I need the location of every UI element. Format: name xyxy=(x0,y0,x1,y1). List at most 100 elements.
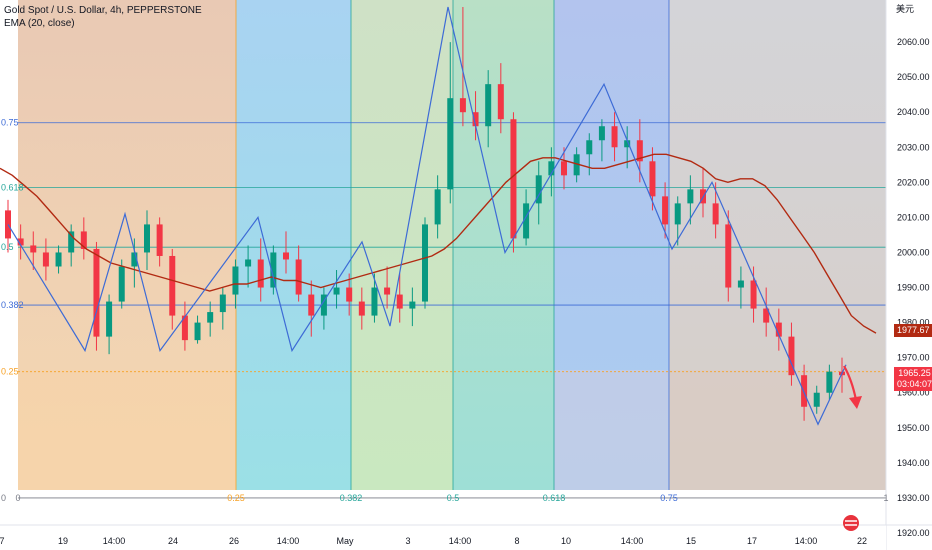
candle xyxy=(245,245,252,288)
time-axis-ticks: 7 19 14:00 24 26 14:00 May 3 14:00 8 10 14:00 15 17 14… xyxy=(0,536,867,546)
time-tick-label: 14:00 xyxy=(103,536,126,546)
candle xyxy=(447,42,454,204)
candle xyxy=(30,231,37,270)
candle xyxy=(17,224,24,260)
time-tick-label: 24 xyxy=(168,536,178,546)
price-tick-label: 1980.00 xyxy=(897,318,930,328)
candle xyxy=(257,238,264,302)
candle xyxy=(358,287,365,330)
zone-0.25-0.382 xyxy=(236,0,351,490)
candle xyxy=(333,270,340,309)
candle xyxy=(586,133,593,176)
price-tick-label: 1960.00 xyxy=(897,388,930,398)
candle xyxy=(106,294,113,355)
time-tick-label: 7 xyxy=(0,536,5,546)
fib-price-labels: 0.75 0.618 0.5 0.382 0.25 0 xyxy=(1,118,24,503)
candle xyxy=(763,287,770,337)
candle xyxy=(295,245,302,302)
candle xyxy=(662,182,669,239)
price-tick-label: 2010.00 xyxy=(897,212,930,222)
candle xyxy=(674,196,681,246)
time-tick-label: 10 xyxy=(561,536,571,546)
candle xyxy=(42,238,49,281)
candle xyxy=(270,245,277,295)
price-tick-label: 1950.00 xyxy=(897,423,930,433)
down-arrow-icon xyxy=(843,365,862,409)
fib-time-label: 0.618 xyxy=(543,493,566,503)
chart-legend: Gold Spot / U.S. Dollar, 4h, PEPPERSTONE… xyxy=(4,4,202,30)
candle xyxy=(788,322,795,386)
time-tick-label: May xyxy=(336,536,354,546)
candle xyxy=(775,308,782,351)
price-tick-label: 2060.00 xyxy=(897,37,930,47)
candle xyxy=(725,210,732,302)
price-tick-label: 1990.00 xyxy=(897,283,930,293)
symbol-title: Gold Spot / U.S. Dollar, 4h, PEPPERSTONE xyxy=(4,5,202,16)
candle xyxy=(813,385,820,414)
candle xyxy=(826,364,833,400)
candle xyxy=(219,287,226,330)
time-tick-label: 26 xyxy=(229,536,239,546)
zone-0.382-0.5 xyxy=(351,0,453,490)
candle xyxy=(169,248,176,330)
candle xyxy=(409,287,416,327)
candle xyxy=(737,266,744,309)
candle xyxy=(320,287,327,330)
zone-lower-mid xyxy=(554,370,669,490)
time-tick-label: 19 xyxy=(58,536,68,546)
fib-price-label: 0.5 xyxy=(1,242,14,252)
tradingview-logo-icon xyxy=(843,515,859,531)
zone-lower-right xyxy=(669,370,886,490)
candle xyxy=(548,147,555,197)
fib-price-label: 0.618 xyxy=(1,183,24,193)
ema-price-tag: 1977.67 xyxy=(894,324,932,337)
time-tick-label: 3 xyxy=(405,536,410,546)
price-tick-label: 2050.00 xyxy=(897,72,930,82)
price-tick-label: 2030.00 xyxy=(897,142,930,152)
fib-price-label: 0.25 xyxy=(1,367,19,377)
candle xyxy=(68,224,75,267)
price-tick-label: 2020.00 xyxy=(897,177,930,187)
candle xyxy=(510,112,517,253)
candle xyxy=(485,70,492,148)
price-tick-label: 1940.00 xyxy=(897,458,930,468)
indicator-label: EMA (20, close) xyxy=(4,18,75,29)
price-axis-ticks: 1920.00 1930.00 1940.00 1950.00 1960.00 1970.… xyxy=(897,37,930,538)
candle xyxy=(371,273,378,323)
candle xyxy=(687,175,694,225)
price-tick-label: 1930.00 xyxy=(897,493,930,503)
candle xyxy=(118,259,125,309)
time-axis-panel[interactable] xyxy=(0,525,886,550)
candle xyxy=(156,217,163,267)
time-tick-label: 8 xyxy=(514,536,519,546)
fib-time-label: 0.75 xyxy=(660,493,678,503)
candle xyxy=(181,301,188,351)
candle xyxy=(308,280,315,337)
fib-time-label: 0.25 xyxy=(227,493,245,503)
time-tick-label: 17 xyxy=(747,536,757,546)
candle xyxy=(422,217,428,309)
price-tick-label: 2000.00 xyxy=(897,247,930,257)
time-tick-label: 14:00 xyxy=(277,536,300,546)
candle xyxy=(396,273,403,323)
candle xyxy=(283,231,289,274)
fib-price-label: 0.75 xyxy=(1,118,19,128)
fib-time-label: 0 xyxy=(15,493,20,503)
time-tick-label: 14:00 xyxy=(795,536,818,546)
time-tick-label: 15 xyxy=(686,536,696,546)
candle xyxy=(459,7,466,127)
candle xyxy=(434,175,441,239)
candle-countdown: 03:04:07 xyxy=(897,379,932,389)
price-axis-panel[interactable] xyxy=(886,0,932,550)
zone-lower-left xyxy=(18,370,236,490)
candle xyxy=(598,119,605,162)
candle xyxy=(497,63,504,134)
last-price-tag: 1965.25 03:04:07 xyxy=(894,367,932,391)
candle xyxy=(194,315,201,344)
price-tick-label: 1970.00 xyxy=(897,353,930,363)
fib-price-label: 0.382 xyxy=(1,300,24,310)
time-tick-label: 22 xyxy=(857,536,867,546)
candle xyxy=(472,91,479,141)
fib-time-label: 0.382 xyxy=(340,493,363,503)
